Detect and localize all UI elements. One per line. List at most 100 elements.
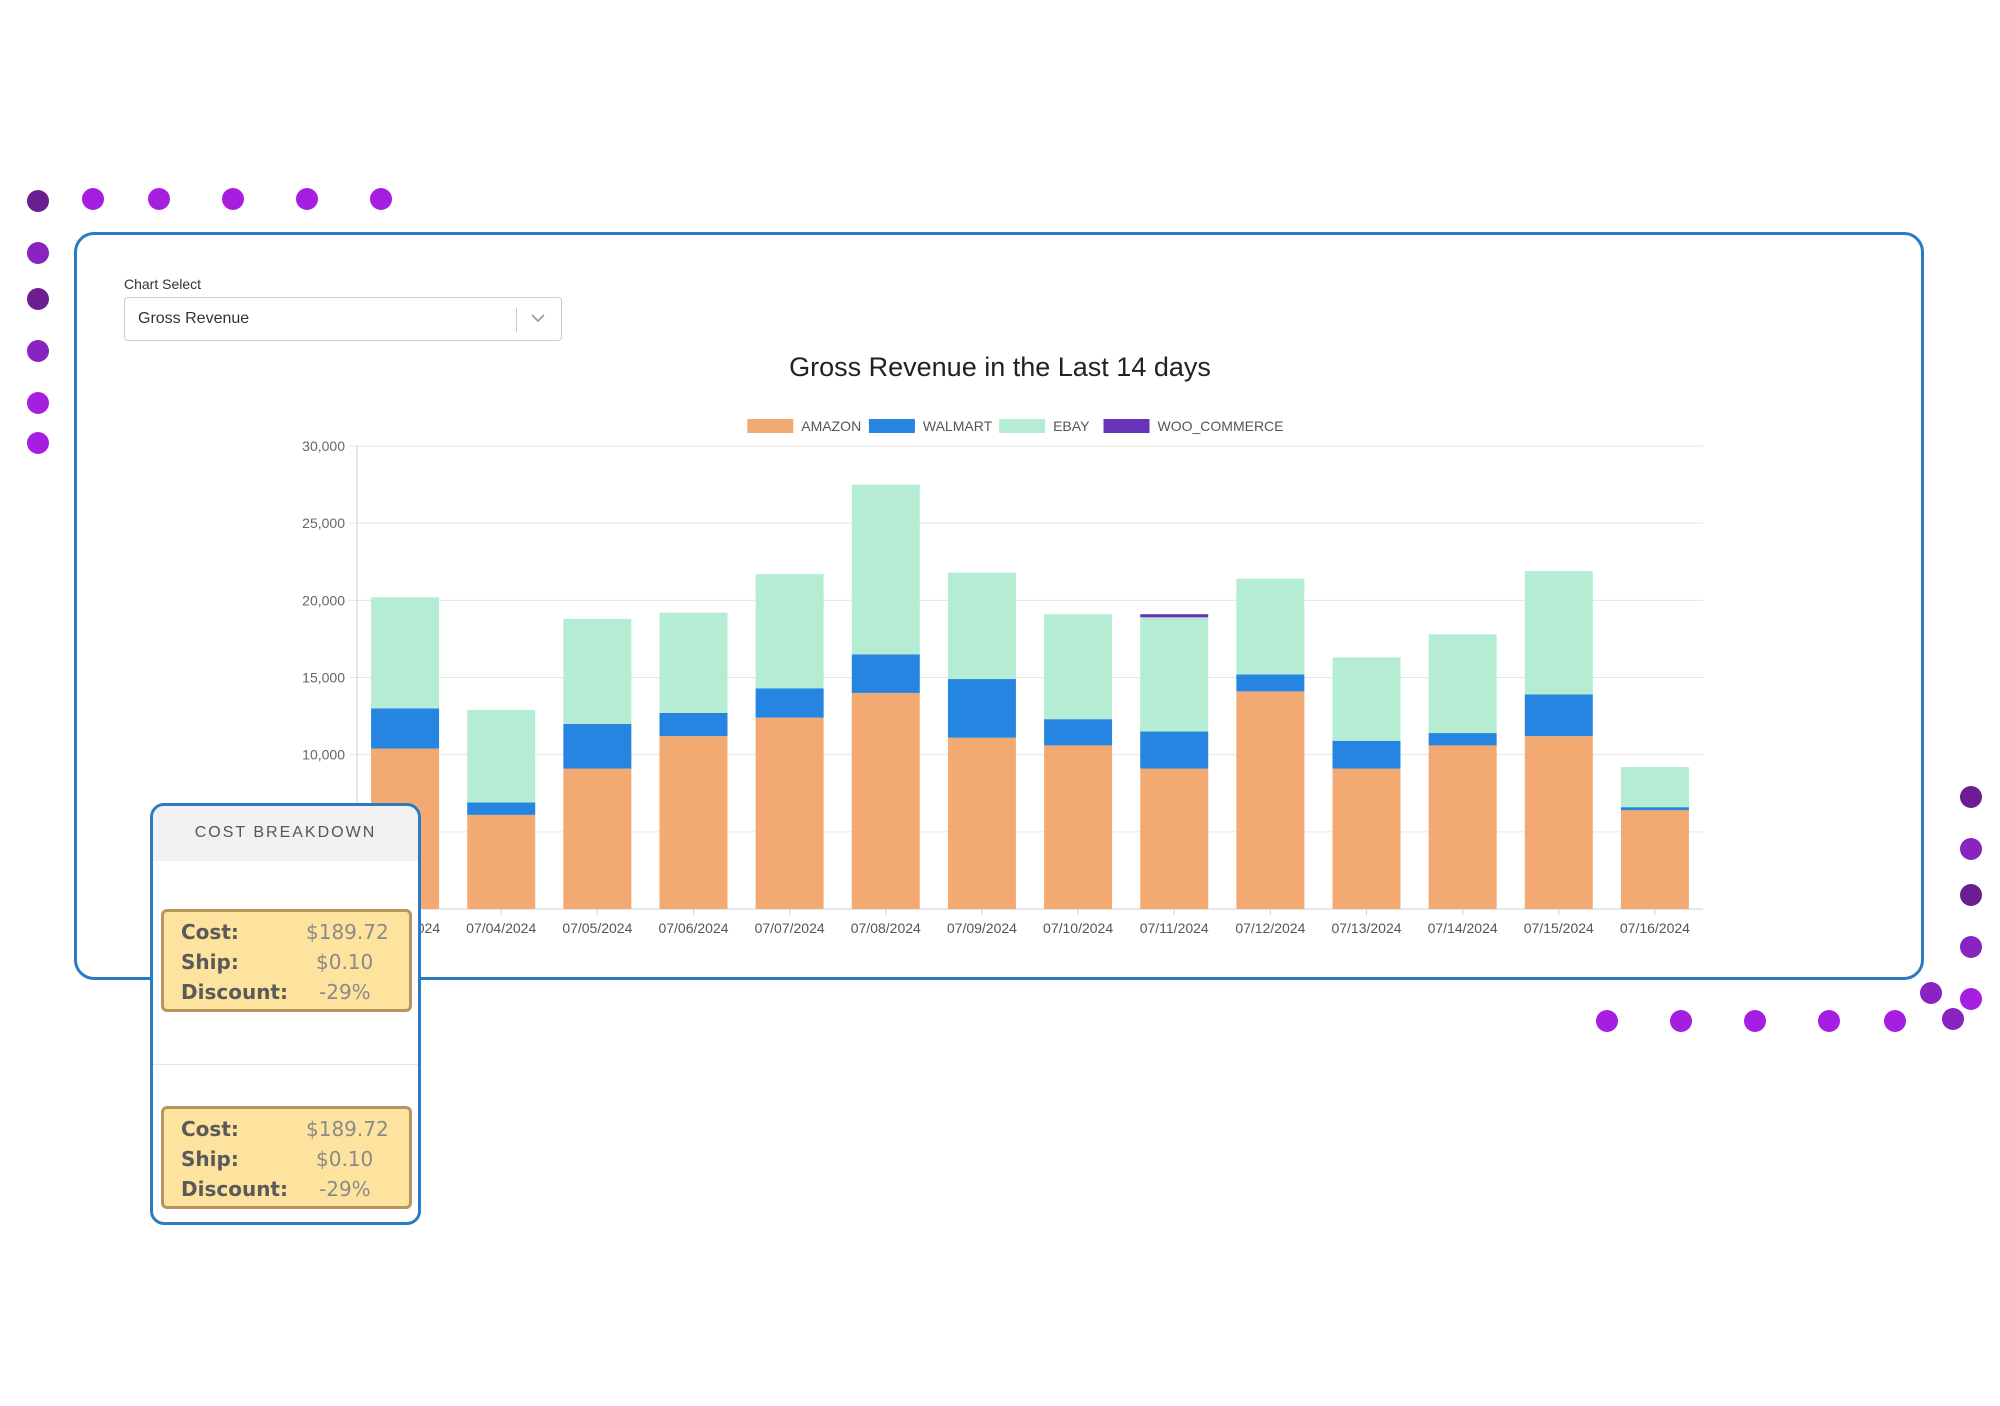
ship-label: Ship: [181,950,239,974]
x-tick-label: 07/13/2024 [1331,920,1401,936]
x-tick-label: 07/10/2024 [1043,920,1113,936]
cost-value: $189.72 [306,920,389,944]
decor-dot [222,188,244,210]
chart-select-dropdown[interactable]: Gross Revenue [124,297,562,341]
x-tick-label: 07/09/2024 [947,920,1017,936]
x-tick-label: 07/12/2024 [1235,920,1305,936]
bar-segment-amazon [755,717,824,909]
bar-segment-ebay [1332,657,1401,741]
y-tick-label: 20,000 [302,592,345,608]
bar-segment-ebay [1044,614,1113,720]
decor-dot [27,340,49,362]
bar-segment-ebay [755,574,824,689]
bar-segment-ebay [563,618,632,724]
bar-segment-ebay [371,597,440,709]
decor-dot [27,432,49,454]
cost-breakdown-card: Cost: $189.72 Ship: $0.10 Discount: -29% [161,1106,412,1209]
bar-segment-woo_commerce [1140,614,1209,618]
divider [153,1064,418,1065]
decor-dot [1960,838,1982,860]
bar-segment-amazon [1044,745,1113,909]
decor-dot [296,188,318,210]
decor-dot [27,190,49,212]
cost-label: Cost: [181,1117,239,1141]
legend-label: EBAY [1053,418,1090,434]
x-tick-label: 07/14/2024 [1428,920,1498,936]
bar-segment-ebay [1428,634,1497,734]
decor-dot [1744,1010,1766,1032]
cost-breakdown-title: COST BREAKDOWN [153,806,418,861]
legend-swatch [868,419,915,433]
decor-dot [82,188,104,210]
cost-value: $189.72 [306,1117,389,1141]
bar-segment-amazon [563,768,632,909]
decor-dot [1960,786,1982,808]
bar-segment-walmart [371,708,440,749]
bar-segment-amazon [851,692,920,909]
y-tick-label: 15,000 [302,670,345,686]
legend-swatch [747,419,794,433]
bar-segment-amazon [1140,768,1209,909]
bar-segment-walmart [1140,731,1209,769]
decor-dot [1596,1010,1618,1032]
bar-segment-amazon [947,737,1016,909]
decor-dot [1884,1010,1906,1032]
bar-segment-walmart [1236,674,1305,692]
x-tick-label: 07/08/2024 [851,920,921,936]
select-separator [516,308,517,332]
bar-segment-walmart [1428,733,1497,746]
decor-dot [370,188,392,210]
cost-breakdown-panel: COST BREAKDOWN Cost: $189.72 Ship: $0.10 D… [150,803,421,1225]
bar-segment-amazon [659,736,728,909]
bar-segment-walmart [1044,719,1113,746]
ship-label: Ship: [181,1147,239,1171]
x-tick-label: 07/05/2024 [562,920,632,936]
chart-select-value: Gross Revenue [138,310,250,327]
bar-segment-walmart [947,679,1016,738]
decor-dot [27,392,49,414]
ship-value: $0.10 [316,950,374,974]
x-tick-label: 07/04/2024 [466,920,536,936]
bar-segment-walmart [563,723,632,769]
bar-segment-amazon [1428,745,1497,909]
discount-value: -29% [319,980,371,1004]
decor-dot [27,242,49,264]
x-tick-label: 07/15/2024 [1524,920,1594,936]
bar-segment-ebay [851,484,920,655]
x-tick-label: 07/16/2024 [1620,920,1690,936]
bar-segment-ebay [1140,617,1209,732]
decor-dot [1920,982,1942,1004]
bar-segment-ebay [1236,578,1305,675]
bar-segment-walmart [467,802,536,815]
bar-segment-ebay [1620,767,1689,808]
bar-segment-walmart [851,654,920,693]
bar-segment-walmart [1620,807,1689,811]
decor-dot [1818,1010,1840,1032]
x-tick-label: 07/11/2024 [1140,920,1209,936]
y-tick-label: 30,000 [302,438,345,454]
discount-label: Discount: [181,1177,288,1201]
bar-segment-walmart [659,712,728,737]
x-tick-label: 07/06/2024 [658,920,728,936]
bar-segment-walmart [755,688,824,718]
decor-dot [1960,884,1982,906]
bar-segment-ebay [659,612,728,713]
chevron-down-icon[interactable] [529,308,547,328]
decor-dot [27,288,49,310]
bar-segment-amazon [467,814,536,909]
legend-label: AMAZON [801,418,861,434]
bar-segment-walmart [1524,694,1593,737]
y-tick-label: 10,000 [302,747,345,763]
decor-dot [1670,1010,1692,1032]
legend-label: WOO_COMMERCE [1158,418,1284,434]
legend-label: WALMART [923,418,993,434]
legend-swatch [999,419,1046,433]
chart-select-label: Chart Select [124,276,202,292]
x-tick-label: 07/07/2024 [755,920,825,936]
bar-segment-amazon [1236,691,1305,909]
ship-value: $0.10 [316,1147,374,1171]
bar-segment-amazon [1332,768,1401,909]
y-tick-label: 25,000 [302,515,345,531]
bar-segment-amazon [1524,736,1593,909]
legend-swatch [1103,419,1150,433]
